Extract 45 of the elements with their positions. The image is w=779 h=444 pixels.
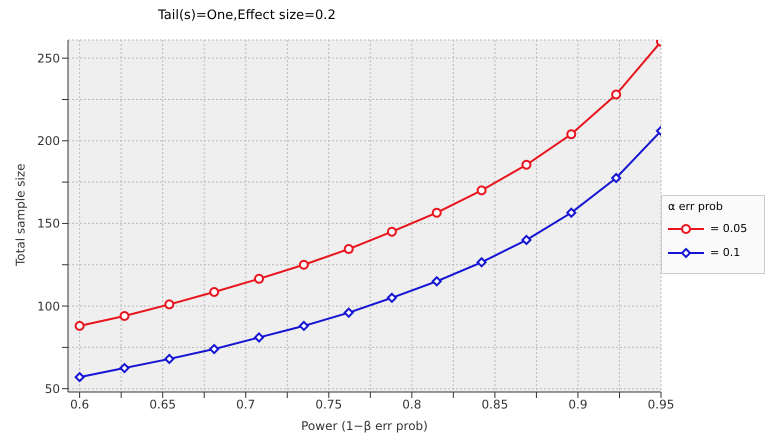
point <box>386 226 397 237</box>
x-tick-label: 0.9 <box>568 398 588 412</box>
x-tick-label: 0.7 <box>236 398 256 412</box>
point <box>432 208 442 218</box>
point <box>119 363 130 374</box>
y-tick-label: 150 <box>37 216 60 231</box>
point <box>476 257 487 268</box>
point <box>566 129 576 140</box>
point <box>298 260 309 270</box>
point <box>74 320 85 331</box>
point <box>521 160 532 170</box>
point <box>209 344 220 354</box>
point <box>119 310 130 321</box>
chart-title: Tail(s)=One,Effect size=0.2 <box>157 8 337 25</box>
x-tick-label: 0.65 <box>149 398 176 412</box>
point <box>254 274 264 284</box>
x-tick-label: 0.75 <box>315 398 342 412</box>
point <box>611 172 622 183</box>
x-tick-label: 0.95 <box>648 398 674 412</box>
point <box>386 292 397 303</box>
y-tick-label: 100 <box>37 299 60 314</box>
point <box>476 185 487 196</box>
legend-label: = 0.1 <box>710 246 740 259</box>
point <box>209 287 220 298</box>
y-tick-label: 250 <box>37 51 60 66</box>
point <box>298 320 309 331</box>
x-tick-label: 0.8 <box>402 398 422 412</box>
y-tick-label: 50 <box>44 382 60 396</box>
x-tick-label: 0.85 <box>482 398 508 412</box>
x-axis-title: Power (1−β err prob) <box>301 419 428 433</box>
point <box>254 332 264 342</box>
point <box>344 308 354 318</box>
point <box>344 244 354 254</box>
point <box>74 372 85 382</box>
legend-title: α err prob <box>668 200 724 212</box>
y-axis-title: Total sample size <box>13 163 28 267</box>
point <box>432 276 442 286</box>
x-tick-label: 0.6 <box>70 398 90 412</box>
point <box>611 90 622 100</box>
y-tick-label: 200 <box>37 134 60 148</box>
point <box>521 234 532 245</box>
legend-label: = 0.05 <box>710 222 748 235</box>
point <box>164 354 174 364</box>
point <box>164 299 174 310</box>
point <box>566 208 576 218</box>
